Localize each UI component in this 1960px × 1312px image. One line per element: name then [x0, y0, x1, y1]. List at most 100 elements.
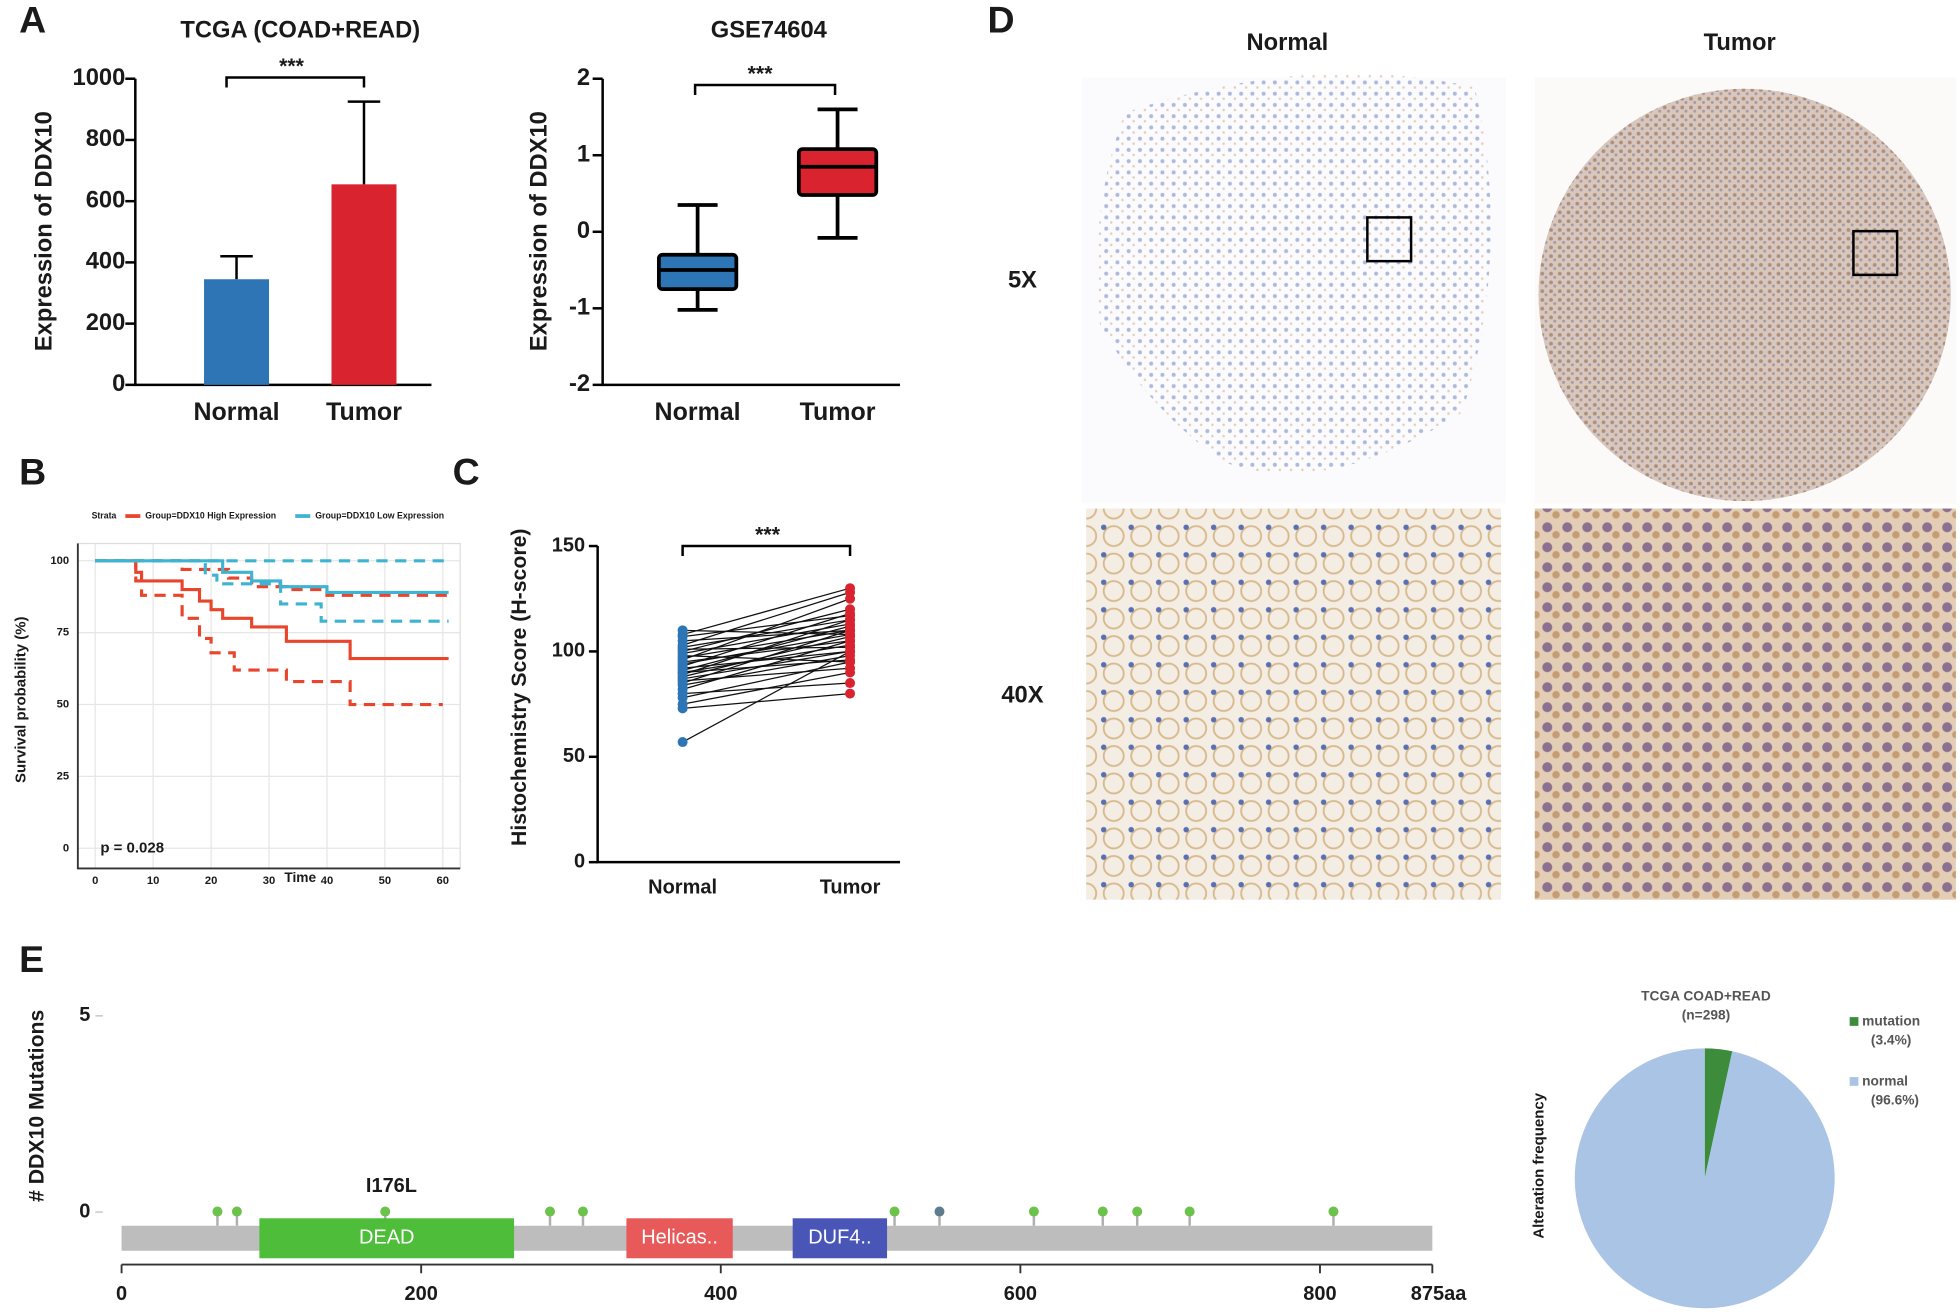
x-tick-label: 600 — [1004, 1283, 1037, 1305]
y-tick-label: 50 — [57, 699, 70, 711]
mutation — [212, 1206, 223, 1217]
mutation — [1097, 1206, 1108, 1217]
y-axis-label: Expression of DDX10 — [526, 111, 552, 351]
pair-line — [682, 682, 851, 695]
normal-40x-texture — [1086, 508, 1502, 900]
row-label: 40X — [1001, 682, 1043, 708]
mutation — [889, 1206, 900, 1217]
mutation — [1328, 1206, 1339, 1217]
value-label: (3.4%) — [1871, 1032, 1911, 1047]
significance-label: *** — [748, 62, 774, 86]
y-tick-label: 100 — [50, 555, 69, 567]
domain-label: DEAD — [359, 1227, 415, 1249]
pair-line — [682, 598, 851, 661]
x-tick-label: 200 — [405, 1283, 438, 1305]
pair-line — [682, 629, 851, 636]
zoom-box — [1366, 216, 1413, 263]
domain — [626, 1218, 733, 1259]
point — [845, 656, 856, 667]
pair-line — [682, 646, 851, 650]
x-tick-label: 0 — [116, 1283, 127, 1305]
legend-label: mutation — [1862, 1014, 1920, 1029]
x-tick-label: Normal — [193, 398, 279, 426]
y-axis-label: Expression of DDX10 — [32, 111, 58, 351]
pie-slice — [1574, 1048, 1835, 1309]
x-tick-label: 400 — [704, 1283, 737, 1305]
mutation — [380, 1206, 391, 1217]
legend-label: Group=DDX10 Low Expression — [315, 510, 444, 520]
x-tick-label: 800 — [1303, 1283, 1336, 1305]
x-tick-label: Normal — [655, 398, 741, 426]
x-tick-label: Tumor — [820, 877, 881, 899]
x-tick-label: 30 — [263, 875, 276, 887]
y-tick-label: 100 — [552, 640, 585, 662]
mutation — [1184, 1206, 1195, 1217]
y-tick-label: 50 — [563, 745, 585, 767]
panel-label: B — [19, 451, 46, 493]
y-tick-label: 600 — [86, 187, 126, 213]
pie-slice — [1704, 1048, 1733, 1179]
domain — [792, 1218, 888, 1259]
y-tick-label: 2 — [577, 65, 590, 91]
chart-subtitle: (n=298) — [1682, 1007, 1730, 1022]
legend-label: Group=DDX10 High Expression — [145, 510, 276, 520]
panel-label: C — [453, 451, 480, 493]
axis — [76, 543, 461, 870]
y-axis-label: Survival probability (%) — [13, 616, 30, 783]
p-value: p = 0.028 — [100, 839, 164, 856]
pair-line — [682, 633, 851, 665]
y-tick-label: -1 — [569, 295, 590, 321]
pair-line — [682, 650, 851, 680]
pair-line — [682, 659, 851, 674]
y-tick-label: 25 — [57, 770, 70, 782]
y-tick-label: 1000 — [73, 65, 126, 91]
x-tick-label: 20 — [205, 875, 218, 887]
y-tick-label: 5 — [79, 1004, 90, 1026]
panel-label: D — [987, 0, 1014, 40]
mutation — [577, 1206, 588, 1217]
y-axis-label: # DDX10 Mutations — [24, 1010, 48, 1202]
mutation — [1028, 1206, 1039, 1217]
tumor-40x-texture — [1534, 508, 1956, 900]
y-tick-label: -2 — [569, 371, 590, 397]
x-tick-label: 0 — [92, 875, 98, 887]
y-axis-label: Histochemistry Score (H-score) — [507, 529, 531, 846]
y-tick-label: 200 — [86, 310, 126, 336]
y-tick-label: 1 — [577, 142, 590, 168]
pair-line — [682, 608, 851, 653]
significance-label: *** — [755, 523, 781, 547]
pair-line — [682, 629, 851, 659]
significance-bracket — [681, 544, 852, 557]
significance-label: *** — [279, 54, 305, 78]
point — [845, 583, 856, 594]
column-label: Tumor — [1704, 30, 1776, 56]
mutation — [231, 1206, 242, 1217]
y-tick-label: 800 — [86, 126, 126, 152]
bar — [204, 279, 270, 385]
chart-title: GSE74604 — [711, 18, 828, 44]
x-axis-label: Time — [284, 870, 316, 885]
y-axis-label: Alteration frequency — [1531, 1092, 1548, 1238]
mutation — [934, 1206, 945, 1217]
pair-line — [682, 587, 851, 636]
confidence-line — [95, 559, 449, 623]
legend-label: normal — [1862, 1074, 1908, 1089]
pair-line — [682, 650, 851, 743]
y-tick-label: 75 — [57, 627, 70, 639]
y-tick-label: 150 — [552, 534, 585, 556]
y-tick-label: 0 — [574, 850, 585, 872]
point — [677, 625, 688, 636]
chart-title: TCGA COAD+READ — [1641, 989, 1771, 1004]
panel-label: E — [19, 938, 44, 980]
x-tick-label: Normal — [648, 877, 717, 899]
domain — [259, 1218, 515, 1259]
survival-line — [95, 559, 449, 594]
x-tick-label: 40 — [321, 875, 334, 887]
pair-line — [682, 655, 851, 663]
x-tick-label: 60 — [437, 875, 450, 887]
point — [845, 629, 856, 640]
value-label: (96.6%) — [1871, 1092, 1919, 1107]
mutation — [1132, 1206, 1143, 1217]
